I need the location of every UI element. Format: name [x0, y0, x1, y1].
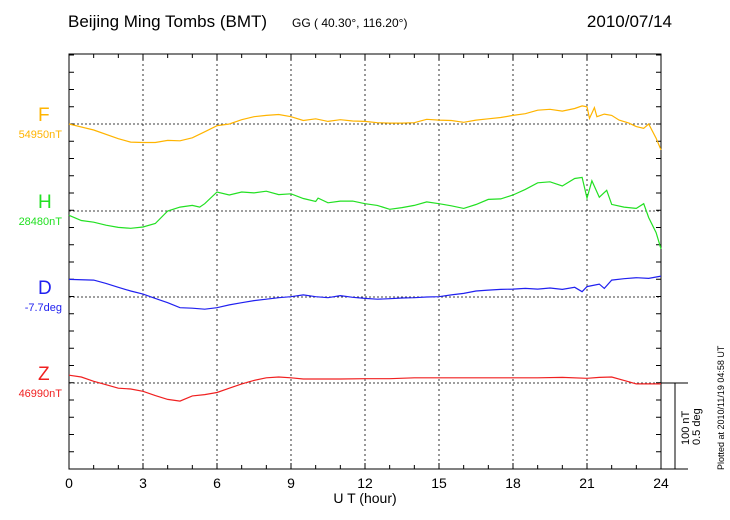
x-axis-label: U T (hour) [333, 490, 396, 506]
x-tick-label: 24 [653, 475, 669, 491]
component-label-f: F [38, 105, 50, 126]
series-line-f [68, 105, 662, 151]
station-title: Beijing Ming Tombs (BMT) [68, 12, 268, 31]
baseline-value-f: 54950nT [18, 129, 62, 141]
scale-bar-nt-label: 100 nT [680, 410, 692, 445]
x-tick-label: 0 [65, 475, 73, 491]
baseline-value-z: 46990nT [18, 388, 62, 400]
x-tick-label: 21 [579, 475, 595, 491]
component-label-z: Z [38, 364, 50, 385]
scale-bar-deg-label: 0.5 deg [691, 408, 703, 445]
component-label-d: D [38, 278, 52, 299]
x-tick-label: 3 [139, 475, 147, 491]
x-tick-label: 12 [357, 475, 373, 491]
x-tick-label: 18 [505, 475, 521, 491]
x-tick-label: 9 [287, 475, 295, 491]
x-tick-label: 6 [213, 475, 221, 491]
baseline-value-d: -7.7deg [24, 302, 62, 314]
plotted-at-label: Plotted at 2010/11/19 04:58 UT [716, 345, 726, 470]
series-line-d [68, 275, 662, 310]
plot-date: 2010/07/14 [586, 12, 672, 31]
x-tick-label: 15 [431, 475, 447, 491]
series-line-z [68, 374, 661, 402]
plot-frame [68, 53, 662, 470]
series-line-h [68, 176, 662, 250]
baseline-value-h: 28480nT [18, 216, 62, 228]
component-label-h: H [38, 192, 52, 213]
station-coordinates: GG ( 40.30°, 116.20°) [292, 16, 408, 30]
